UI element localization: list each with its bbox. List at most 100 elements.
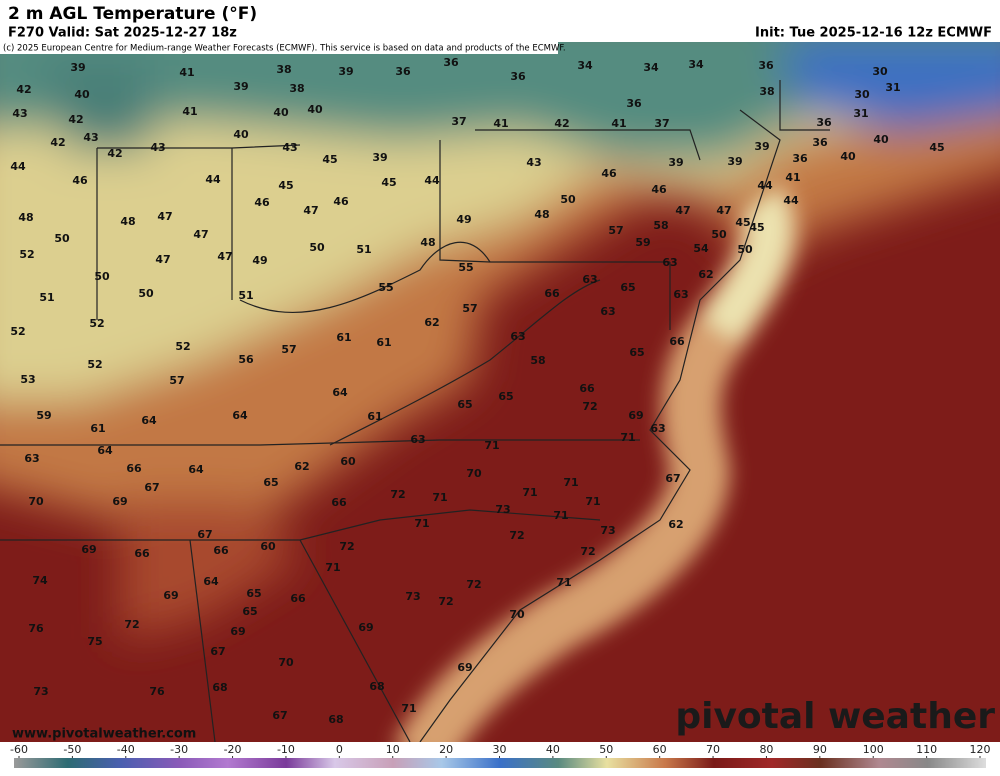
colorbar-tick-label: -60 — [10, 743, 28, 756]
temperature-label: 44 — [205, 173, 221, 186]
temperature-label: 39 — [338, 65, 353, 78]
temperature-label: 31 — [885, 81, 900, 94]
temperature-label: 42 — [554, 117, 569, 130]
temperature-label: 63 — [600, 305, 615, 318]
temperature-label: 44 — [783, 194, 799, 207]
temperature-label: 63 — [582, 273, 597, 286]
temperature-label: 36 — [758, 59, 774, 72]
temperature-label: 34 — [577, 59, 593, 72]
temperature-label: 66 — [126, 462, 142, 475]
temperature-label: 66 — [669, 335, 685, 348]
temperature-label: 50 — [138, 287, 154, 300]
credit: (c) 2025 European Centre for Medium-rang… — [3, 44, 566, 54]
temperature-label: 65 — [620, 281, 635, 294]
temperature-label: 51 — [39, 291, 54, 304]
temperature-label: 59 — [36, 409, 51, 422]
temperature-label: 36 — [792, 152, 808, 165]
colorbar-tick-label: 80 — [759, 743, 773, 756]
temperature-label: 72 — [582, 400, 597, 413]
state-borders — [0, 80, 830, 742]
temperature-label: 47 — [193, 228, 208, 241]
temperature-label: 69 — [81, 543, 96, 556]
temperature-label: 52 — [175, 340, 190, 353]
colorbar-tick-label: 40 — [546, 743, 560, 756]
colorbar-tick-label: -40 — [117, 743, 135, 756]
temperature-label: 31 — [853, 107, 868, 120]
temperature-label: 70 — [509, 608, 525, 621]
temperature-label: 50 — [54, 232, 70, 245]
temperature-label: 65 — [629, 346, 644, 359]
temperature-label: 36 — [510, 70, 526, 83]
temperature-label: 74 — [32, 574, 48, 587]
temperature-label: 49 — [252, 254, 267, 267]
temperature-label: 41 — [179, 66, 194, 79]
temperature-label: 72 — [509, 529, 524, 542]
temperature-label: 59 — [635, 236, 650, 249]
temperature-field — [0, 42, 1000, 640]
temperature-label: 73 — [33, 685, 48, 698]
temperature-label: 67 — [272, 709, 287, 722]
temperature-label: 72 — [580, 545, 595, 558]
temperature-label: 71 — [484, 439, 499, 452]
temperature-label: 40 — [273, 106, 289, 119]
temperature-label: 36 — [812, 136, 828, 149]
temperature-label: 65 — [457, 398, 472, 411]
temperature-label: 42 — [107, 147, 122, 160]
temperature-label: 75 — [87, 635, 102, 648]
temperature-label: 41 — [493, 117, 508, 130]
temperature-label: 46 — [601, 167, 617, 180]
temperature-label: 66 — [579, 382, 595, 395]
temperature-label: 69 — [358, 621, 373, 634]
temperature-label: 30 — [872, 65, 888, 78]
temperature-label: 50 — [309, 241, 325, 254]
temperature-label: 37 — [451, 115, 466, 128]
coastline — [419, 109, 781, 742]
temperature-label: 71 — [553, 509, 568, 522]
temperature-label: 45 — [381, 176, 396, 189]
temperature-label: 63 — [510, 330, 525, 343]
temperature-label: 51 — [238, 289, 253, 302]
temperature-label: 43 — [526, 156, 541, 169]
temperature-label: 48 — [120, 215, 135, 228]
temperature-label: 45 — [278, 179, 293, 192]
temperature-label: 61 — [367, 410, 382, 423]
temperature-label: 38 — [289, 82, 304, 95]
temperature-label: 71 — [414, 517, 429, 530]
temperature-label: 39 — [233, 80, 248, 93]
temperature-label: 73 — [405, 590, 420, 603]
temperature-label: 57 — [608, 224, 623, 237]
temperature-label: 66 — [331, 496, 347, 509]
header-bg — [0, 0, 1000, 42]
temperature-label: 47 — [303, 204, 318, 217]
colorbar-ticks: -60 -50 -40 -30 -20 -10 0 10 20 30 40 50 60 70 80 90 100… — [10, 743, 991, 758]
temperature-label: 66 — [134, 547, 150, 560]
temperature-label: 37 — [654, 117, 669, 130]
colorbar — [14, 758, 986, 768]
colorbar-tick-label: 70 — [706, 743, 720, 756]
temperature-label: 67 — [210, 645, 225, 658]
temperature-label: 70 — [28, 495, 44, 508]
temperature-label: 57 — [281, 343, 296, 356]
temperature-label: 42 — [16, 83, 31, 96]
colorbar-tick-label: -30 — [170, 743, 188, 756]
temperature-label: 64 — [203, 575, 219, 588]
temperature-label: 71 — [522, 486, 537, 499]
temperature-label: 39 — [70, 61, 85, 74]
init-time: Init: Tue 2025-12-16 12z ECMWF — [755, 26, 992, 41]
temperature-label: 50 — [560, 193, 576, 206]
temperature-label: 69 — [112, 495, 127, 508]
temperature-label: 57 — [169, 374, 184, 387]
temperature-label: 64 — [97, 444, 113, 457]
temperature-label: 52 — [89, 317, 104, 330]
temperature-label: 47 — [675, 204, 690, 217]
temperature-label: 39 — [372, 151, 387, 164]
temperature-label: 41 — [611, 117, 626, 130]
temperature-label: 55 — [378, 281, 393, 294]
temperature-label: 56 — [238, 353, 254, 366]
temperature-label: 66 — [290, 592, 306, 605]
temperature-label: 69 — [230, 625, 245, 638]
temperature-label: 70 — [466, 467, 482, 480]
temperature-label: 43 — [83, 131, 98, 144]
colorbar-tick-label: 90 — [813, 743, 827, 756]
